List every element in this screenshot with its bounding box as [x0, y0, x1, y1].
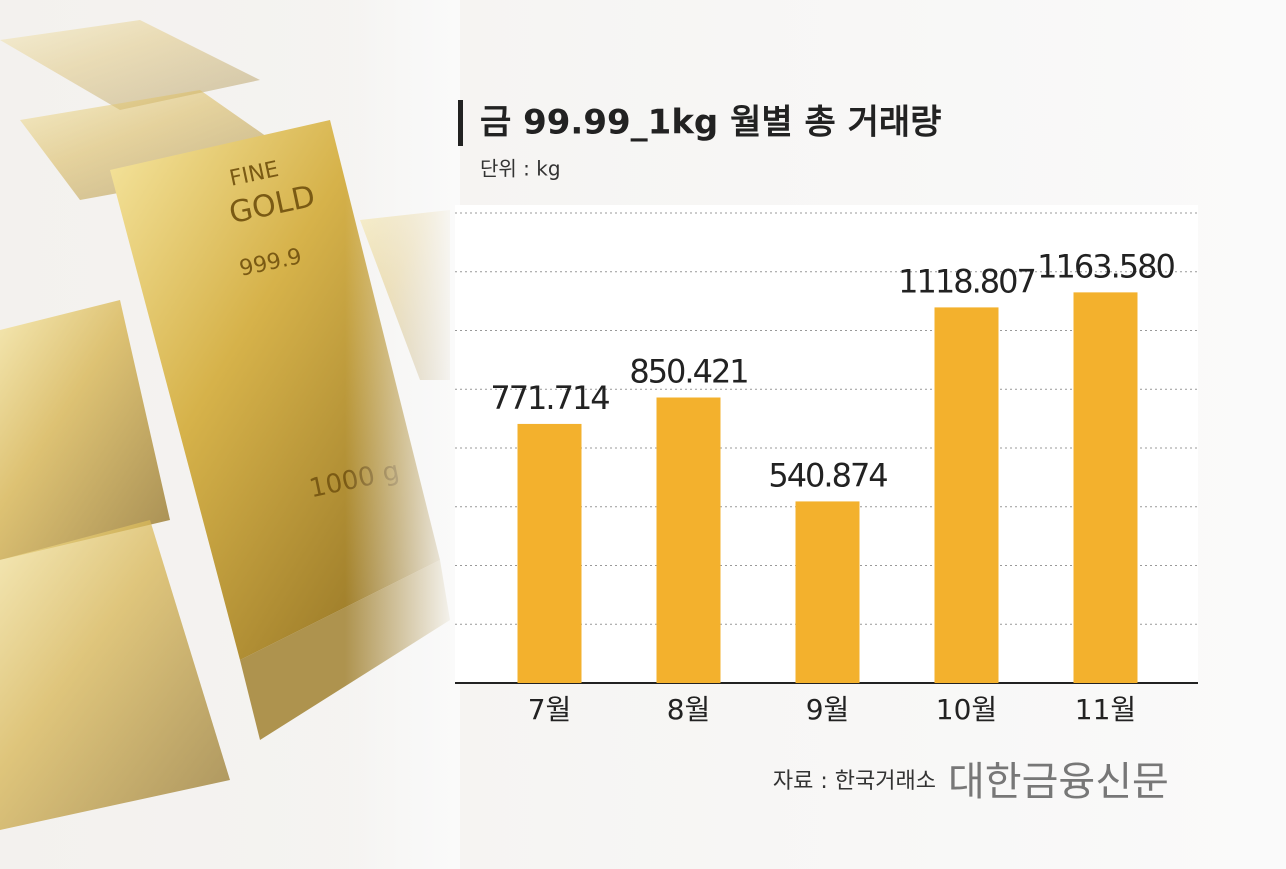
bar	[934, 307, 999, 683]
data-label: 1118.807	[898, 262, 1035, 300]
data-label: 850.421	[629, 353, 747, 391]
x-tick-label: 9월	[806, 693, 850, 726]
x-tick-label: 7월	[528, 693, 572, 726]
chart-subtitle: 단위 : kg	[480, 157, 561, 181]
title-marker	[458, 100, 463, 146]
data-label: 771.714	[490, 379, 609, 417]
brand: 대한금융신문	[948, 759, 1169, 805]
gold-bars-image: FINE GOLD 999.9 1000 g	[0, 0, 460, 869]
bar	[656, 397, 721, 683]
bar	[795, 501, 860, 683]
x-tick-label: 10월	[936, 693, 997, 726]
data-label: 1163.580	[1037, 247, 1174, 285]
source: 자료 : 한국거래소	[773, 769, 936, 794]
x-tick-label: 11월	[1075, 693, 1136, 726]
chart-title: 금 99.99_1kg 월별 총 거래량	[480, 103, 941, 143]
data-label: 540.874	[768, 456, 887, 494]
x-tick-label: 8월	[667, 693, 711, 726]
bar	[1073, 292, 1138, 683]
bar	[517, 423, 582, 683]
